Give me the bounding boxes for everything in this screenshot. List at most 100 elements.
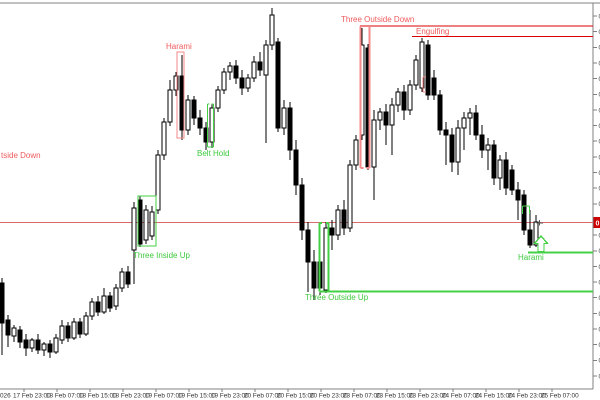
three-inside-up-label: Three Inside Up [133,251,190,260]
candle-body [41,343,47,351]
candle-body [191,99,197,119]
time-axis-label: 19 Feb 15:00 [178,393,216,400]
price-axis-tick-label: 0. [599,107,600,114]
time-axis-label: 18 Feb 23:00 [112,393,150,400]
candle-body [59,325,65,341]
candle-body [95,301,101,313]
candle-body [89,301,95,317]
time-axis-label: 18 Feb 07:00 [46,393,84,400]
candle-body [509,169,515,191]
candle-body [449,134,455,163]
candle-body [479,134,485,151]
candle-body [275,41,281,129]
candle-body [185,99,191,131]
price-axis-tick-label: 0. [599,373,600,380]
time-axis-label: 026 [0,393,11,400]
candle-body [323,227,329,291]
price-axis-tick-label: 0. [599,123,600,130]
price-axis-tick-label: 0. [599,295,600,302]
candle-body [347,164,353,229]
time-axis-label: 25 Feb 07:00 [541,393,579,400]
time-axis-label: 20 Feb 07:00 [244,393,282,400]
candle-body [461,117,467,129]
candle-body [215,89,221,109]
harami-bottom-label: Harami [518,253,544,262]
time-axis-label: 23 Feb 23:00 [409,393,447,400]
candle-body [11,327,17,337]
candle-body [77,321,83,335]
candle-body [437,94,443,131]
candle-body [431,77,437,96]
candle-body [269,14,275,46]
candle-body [533,221,539,246]
candle-body [383,111,389,126]
candle-body [119,271,125,289]
time-axis-label: 17 Feb 23:00 [13,393,51,400]
candle-body [491,144,497,179]
candle-body [455,127,461,163]
candle-body [17,329,23,343]
candle-body [143,209,149,241]
time-axis-label: 24 Feb 15:00 [475,393,513,400]
candle-body [377,111,383,121]
candle-body [515,189,521,201]
candle-body [29,339,35,349]
three-outside-down-label: Three Outside Down [341,15,414,24]
price-axis-tick-label: 0. [599,29,600,36]
candle-body [149,211,155,237]
price-axis-tick-label: 0. [599,233,600,240]
price-axis-tick-label: 0. [599,311,600,318]
three-outside-up-label: Three Outside Up [305,293,369,302]
candle-body [425,44,431,96]
candle-body [161,121,167,156]
time-axis-label: 18 Feb 15:00 [79,393,117,400]
three-inside-up-bracket [137,195,157,247]
harami-top-bracket [176,51,185,139]
time-axis-label: 24 Feb 23:00 [508,393,546,400]
engulfing-label: Engulfing [416,27,449,36]
candle-body [233,65,239,79]
candle-body [527,229,533,246]
candle-body [65,325,71,339]
candle-body [53,337,59,353]
candle-body [497,159,503,179]
time-axis-label: 23 Feb 07:00 [343,393,381,400]
price-axis-tick-label: 0. [599,13,600,20]
candle-body [107,295,113,309]
candle-body [371,119,377,168]
price-axis-tick-label: 0. [599,248,600,255]
candle-body [311,261,317,289]
price-axis-tick-label: 0. [599,279,600,286]
candle-body [251,61,257,79]
candle-body [299,184,305,231]
candle-body [353,139,359,166]
candle-body [419,41,425,89]
price-axis-tick-label: 0. [599,264,600,271]
candle-body [263,44,269,76]
price-axis-tick-label: 0. [599,201,600,208]
candle-body [227,65,233,73]
time-axis-label: 19 Feb 07:00 [145,393,183,400]
candle-body [173,75,179,91]
belt-hold-label: Belt Hold [197,149,229,158]
price-axis-tick-label: 0. [599,154,600,161]
price-axis-tick-label: 0. [599,76,600,83]
candle-body [467,112,473,119]
candle-body [113,287,119,307]
candle-body [5,319,11,336]
candle-body [101,295,107,313]
candle-body [131,207,137,251]
candle-body [305,229,311,263]
candle-body [257,61,263,71]
candle-body [23,339,29,349]
candle-body [155,154,161,211]
candle-body [35,339,41,351]
candle-body [281,107,287,129]
price-axis-tick-label: 0. [599,139,600,146]
candle-body [125,271,131,285]
time-axis-label: 24 Feb 07:00 [442,393,480,400]
candle-body [167,89,173,123]
price-axis-tick-label: 0. [599,45,600,52]
